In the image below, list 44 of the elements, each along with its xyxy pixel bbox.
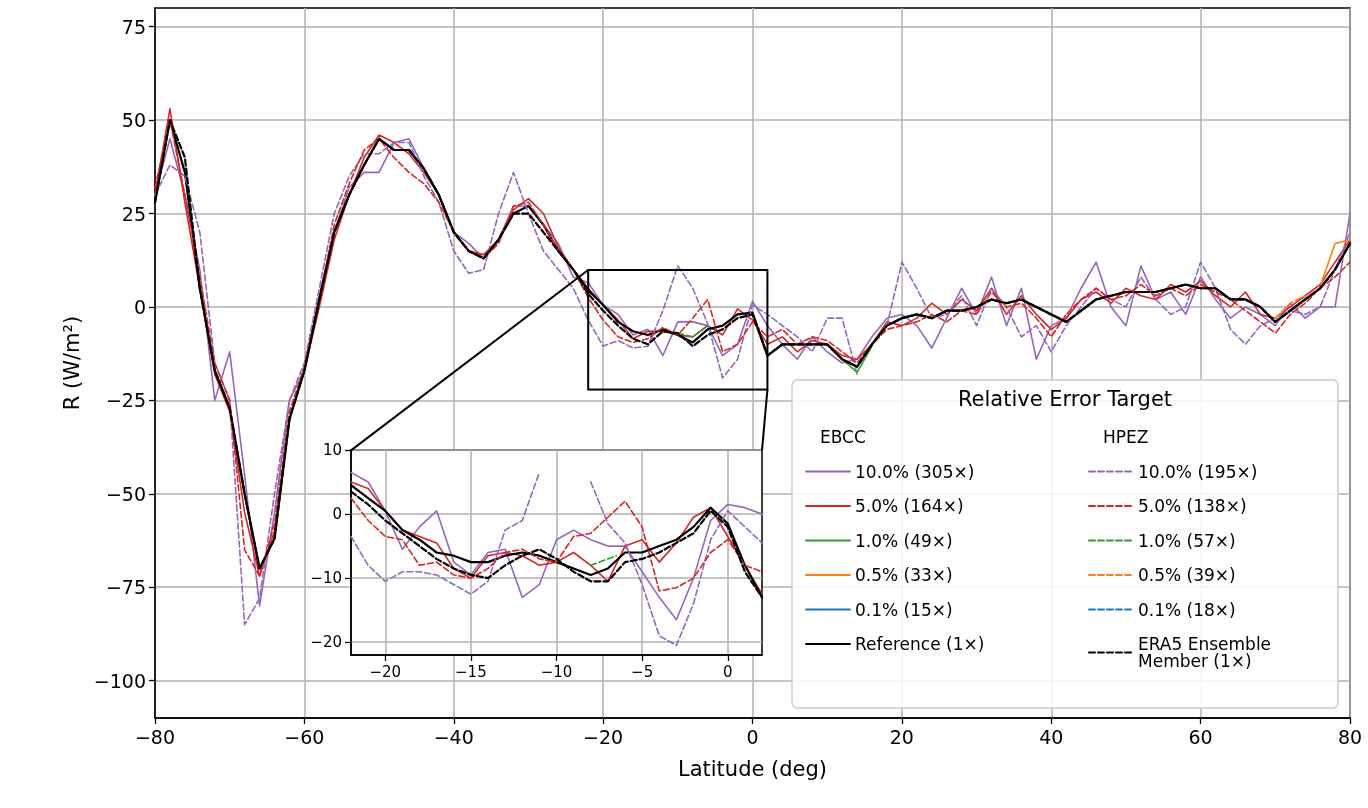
x-tick-label: 20 — [889, 725, 914, 748]
y-tick-label: 50 — [121, 109, 146, 132]
legend-label: ERA5 Ensemble Member (1×) — [1138, 634, 1277, 671]
annotation: HPEZ — [1103, 426, 1149, 447]
legend-label: 5.0% (138×) — [1138, 496, 1247, 516]
y-tick-label: −25 — [105, 389, 146, 412]
y-axis-title: R (W/m²) — [60, 315, 85, 411]
legend-label: 5.0% (164×) — [855, 496, 964, 516]
legend-label: 0.1% (18×) — [1138, 599, 1236, 620]
x-tick-label: −80 — [134, 725, 176, 748]
y-tick-label: 0 — [332, 505, 342, 524]
legend-label: 1.0% (49×) — [855, 530, 953, 551]
x-tick-label: −40 — [433, 725, 474, 748]
y-tick-label: −100 — [93, 669, 146, 692]
annotation: EBCC — [820, 426, 866, 447]
x-axis-title: Latitude (deg) — [677, 756, 828, 781]
y-tick-label: −20 — [310, 633, 342, 652]
x-tick-label: 40 — [1039, 725, 1064, 748]
x-tick-label: −15 — [455, 662, 487, 681]
y-tick-label: 0 — [133, 295, 146, 318]
legend-label: 10.0% (195×) — [1138, 461, 1258, 482]
line-series — [589, 554, 618, 567]
y-tick-label: 75 — [121, 15, 146, 38]
legend-label: 0.1% (15×) — [855, 599, 953, 620]
x-tick-label: 0 — [722, 662, 733, 681]
y-tick-label: 10 — [322, 441, 342, 459]
legend-title: Relative Error Target — [957, 386, 1173, 411]
legend-label: 10.0% (305×) — [855, 461, 975, 482]
x-tick-label: 0 — [746, 725, 759, 748]
legend-label: Reference (1×) — [855, 634, 985, 654]
y-tick-label: −50 — [105, 482, 146, 505]
x-tick-label: 60 — [1188, 725, 1213, 748]
x-tick-label: −60 — [284, 725, 325, 748]
legend-label: 0.5% (39×) — [1138, 565, 1236, 585]
x-tick-label: −10 — [540, 662, 573, 681]
x-tick-label: −5 — [631, 662, 654, 681]
y-tick-label: 25 — [121, 202, 146, 225]
x-tick-label: −20 — [583, 725, 624, 748]
legend-label: 1.0% (57×) — [1138, 530, 1236, 551]
y-tick-label: −75 — [105, 576, 146, 599]
x-tick-label: 80 — [1337, 725, 1363, 748]
legend-label: 0.5% (33×) — [855, 565, 953, 585]
x-tick-label: −20 — [369, 662, 402, 681]
y-tick-label: −10 — [310, 569, 342, 588]
